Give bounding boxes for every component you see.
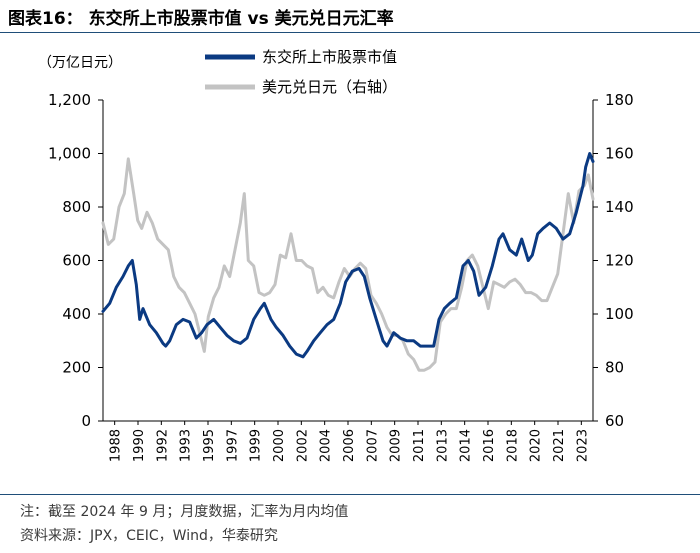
series-line-usdjpy bbox=[101, 157, 595, 372]
x-tick-label: 2011 bbox=[412, 429, 427, 462]
x-tick-label: 2000 bbox=[272, 429, 287, 462]
x-tick-label: 2004 bbox=[319, 429, 334, 462]
right-tick-label: 60 bbox=[605, 412, 624, 430]
series-line-market-cap bbox=[101, 152, 595, 359]
right-tick-label: 100 bbox=[605, 305, 634, 323]
source-note: 资料来源：JPX，CEIC，Wind，华泰研究 bbox=[20, 528, 278, 544]
right-tick-label: 120 bbox=[605, 252, 634, 270]
x-tick-label: 2014 bbox=[459, 429, 474, 462]
x-tick-label: 1988 bbox=[109, 429, 124, 462]
legend bbox=[205, 54, 255, 90]
right-tick-label: 160 bbox=[605, 145, 634, 163]
x-tick-label: 2020 bbox=[529, 429, 544, 462]
x-tick-label: 2021 bbox=[552, 429, 567, 462]
x-tick-label: 2013 bbox=[435, 429, 450, 462]
left-tick-label: 800 bbox=[62, 198, 91, 216]
axes: 0 200 400 600 800 1,000 1,200 60 80 100 120 140 160 1… bbox=[48, 91, 634, 462]
x-tick-label: 1997 bbox=[225, 429, 240, 462]
left-tick-label: 1,000 bbox=[48, 145, 91, 163]
x-tick-label: 1992 bbox=[155, 429, 170, 462]
x-tick-label: 1993 bbox=[179, 429, 194, 462]
x-tick-label: 2007 bbox=[365, 429, 380, 462]
series-group bbox=[101, 152, 595, 372]
x-tick-label: 1995 bbox=[202, 429, 217, 462]
x-tick-label: 2023 bbox=[575, 429, 590, 462]
legend-label-market-cap: 东交所上市股票市值 bbox=[262, 48, 398, 66]
footnote: 注：截至 2024 年 9 月；月度数据，汇率为月内均值 bbox=[20, 504, 349, 520]
x-tick-label: 2018 bbox=[505, 429, 520, 462]
left-tick-label: 600 bbox=[62, 252, 91, 270]
right-tick-label: 180 bbox=[605, 91, 634, 109]
x-tick-label: 2006 bbox=[342, 429, 357, 462]
left-tick-label: 0 bbox=[81, 412, 91, 430]
left-tick-label: 1,200 bbox=[48, 91, 91, 109]
x-tick-label: 2009 bbox=[389, 429, 404, 462]
x-tick-label: 2016 bbox=[482, 429, 497, 462]
x-tick-label: 1990 bbox=[132, 429, 147, 462]
right-tick-label: 140 bbox=[605, 198, 634, 216]
legend-label-usdjpy: 美元兑日元（右轴） bbox=[262, 78, 398, 96]
chart-title: 图表16： 东交所上市股票市值 vs 美元兑日元汇率 bbox=[8, 9, 394, 29]
left-axis-unit: （万亿日元） bbox=[38, 55, 122, 71]
right-tick-label: 80 bbox=[605, 359, 624, 377]
x-tick-label: 2002 bbox=[295, 429, 310, 462]
title-divider bbox=[0, 32, 700, 33]
footer-divider bbox=[0, 494, 700, 495]
left-tick-label: 400 bbox=[62, 305, 91, 323]
left-tick-label: 200 bbox=[62, 359, 91, 377]
x-tick-label: 1999 bbox=[249, 429, 264, 462]
